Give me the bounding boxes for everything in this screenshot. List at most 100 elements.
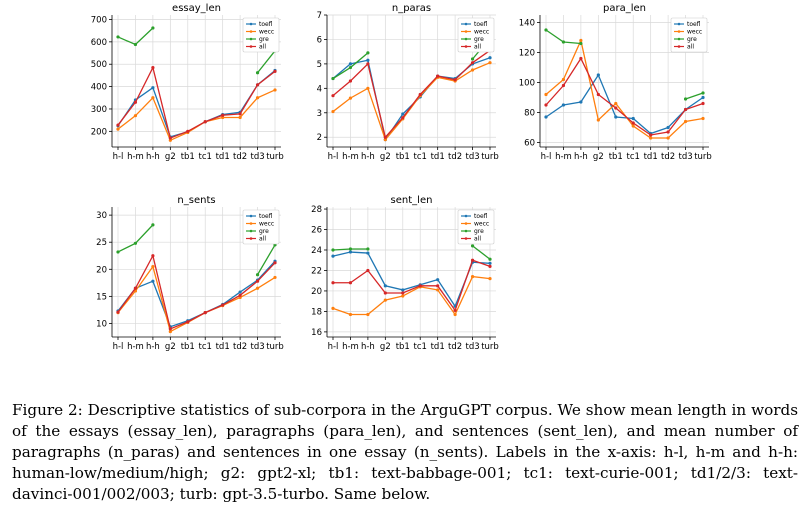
legend-label-toefl: toefl	[474, 21, 488, 28]
x-tick-label: td1	[644, 152, 658, 162]
data-point-toefl	[631, 116, 635, 121]
data-point-all	[470, 61, 475, 65]
data-point-all	[596, 92, 600, 97]
data-point-gre	[470, 57, 475, 61]
legend-label-wecc: wecc	[259, 221, 274, 228]
data-point-wecc	[453, 312, 457, 317]
data-point-all	[331, 281, 335, 285]
y-tick-label: 3	[317, 109, 322, 119]
x-tick-label: td1	[216, 152, 230, 162]
panel-n-sents: 10 15 20 25 30 h-l h-m h-h g2 tb1 tc1 td1 td2 td3 turb…	[96, 195, 284, 352]
data-point-wecc	[255, 96, 260, 100]
panel-title: essay_len	[172, 3, 221, 14]
data-point-wecc	[631, 124, 635, 128]
data-point-all	[470, 258, 475, 262]
y-tick-label: 200	[91, 127, 107, 137]
legend-marker-all	[677, 45, 681, 48]
data-point-gre	[151, 223, 155, 227]
legend-marker-wecc	[249, 30, 253, 33]
y-tick-label: 22	[311, 266, 322, 276]
x-tick-label: h-h	[574, 152, 588, 162]
y-tick-label: 2	[317, 133, 322, 143]
data-point-wecc	[168, 138, 172, 142]
data-point-toefl	[701, 95, 705, 100]
data-point-wecc	[614, 101, 618, 106]
data-point-wecc	[348, 96, 353, 100]
series-line-all	[545, 57, 704, 136]
x-tick-label: g2	[165, 342, 176, 352]
data-point-toefl	[488, 56, 492, 60]
data-point-wecc	[383, 298, 387, 302]
panel-title: n_paras	[392, 3, 431, 14]
y-tick-label: 20	[311, 287, 322, 297]
series-line-all	[332, 49, 491, 139]
y-tick-label: 16	[311, 328, 322, 338]
data-point-toefl	[666, 125, 670, 130]
x-tick-label: td3	[250, 342, 264, 352]
x-tick-label: td2	[448, 342, 462, 352]
legend-marker-gre	[464, 229, 468, 233]
x-tick-label: tb1	[609, 152, 623, 162]
data-point-toefl	[401, 112, 405, 116]
data-point-all	[203, 311, 207, 315]
y-tick-label: 7	[317, 11, 322, 21]
panel-title: sent_len	[391, 195, 433, 206]
y-tick-label: 26	[311, 226, 322, 236]
data-point-all	[168, 327, 172, 331]
y-tick-label: 600	[91, 38, 107, 48]
y-tick-label: 30	[96, 211, 107, 221]
data-point-all	[453, 78, 457, 82]
data-point-toefl	[383, 284, 387, 288]
legend-label-toefl: toefl	[259, 213, 273, 220]
legend-marker-gre	[464, 37, 468, 41]
data-point-wecc	[366, 312, 370, 317]
y-tick-label: 4	[317, 84, 322, 94]
data-point-wecc	[649, 136, 653, 140]
data-point-wecc	[273, 88, 277, 92]
data-point-wecc	[401, 294, 405, 298]
legend-marker-wecc	[249, 222, 253, 225]
panel-title: n_sents	[177, 195, 215, 206]
data-point-toefl	[596, 73, 600, 77]
data-point-all	[168, 136, 172, 140]
data-point-gre	[701, 91, 705, 95]
data-point-wecc	[488, 61, 492, 65]
legend-label-toefl: toefl	[687, 21, 701, 28]
data-point-wecc	[470, 275, 475, 279]
data-point-all	[649, 133, 653, 137]
data-point-gre	[331, 248, 335, 252]
data-point-gre	[561, 40, 566, 44]
data-point-gre	[683, 97, 688, 101]
data-point-wecc	[488, 277, 492, 281]
data-point-toefl	[544, 115, 548, 119]
x-tick-label: tc1	[627, 152, 640, 162]
data-point-gre	[116, 250, 120, 254]
x-tick-label: g2	[380, 152, 391, 162]
legend-marker-gre	[249, 37, 253, 41]
legend-label-all: all	[474, 44, 481, 51]
data-point-toefl	[348, 62, 353, 66]
legend-label-all: all	[474, 236, 481, 243]
data-point-wecc	[273, 275, 277, 280]
data-point-all	[561, 83, 566, 88]
data-point-wecc	[561, 77, 566, 82]
series-line-gre	[257, 50, 276, 74]
data-point-toefl	[151, 279, 155, 283]
panel-sent-len: 16 18 20 22 24 26 28 h-l h-m h-h g2 tb1 tc1 td1 td2 td3…	[311, 195, 499, 352]
x-tick-label: h-l	[113, 342, 124, 352]
data-point-all	[401, 291, 405, 295]
data-point-gre	[116, 35, 120, 39]
data-point-wecc	[666, 136, 670, 140]
series-line-wecc	[332, 62, 491, 141]
legend-marker-wecc	[464, 30, 468, 33]
legend-marker-gre	[677, 37, 681, 41]
x-tick-label: h-l	[328, 152, 339, 162]
legend-label-wecc: wecc	[474, 221, 489, 228]
series-line-toefl	[545, 73, 704, 135]
x-tick-label: h-m	[555, 152, 572, 162]
series-line-all	[333, 259, 491, 312]
data-point-all	[544, 103, 548, 107]
data-point-toefl	[401, 288, 405, 292]
